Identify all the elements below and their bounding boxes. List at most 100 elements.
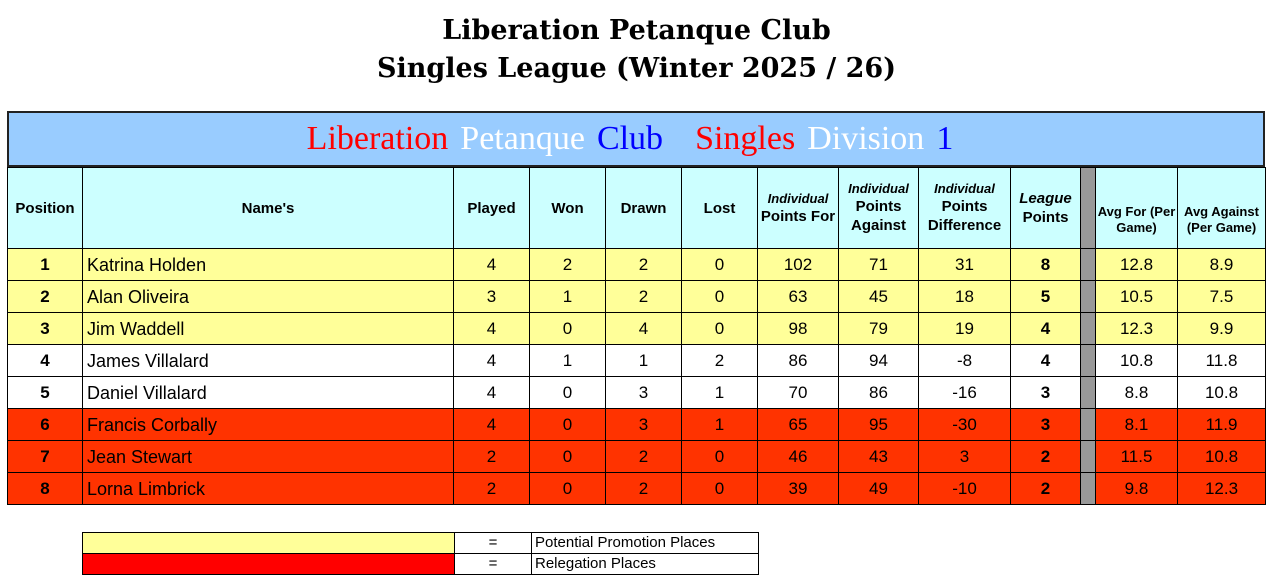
cell-name: Jean Stewart <box>82 440 454 473</box>
header-sub: League <box>1019 190 1072 207</box>
cell-lost: 1 <box>681 376 758 409</box>
legend-label: Potential Promotion Places <box>531 532 759 554</box>
banner-word: Liberation <box>306 120 449 157</box>
cell-points-difference: 3 <box>918 440 1011 473</box>
cell-won: 0 <box>529 312 606 345</box>
separator-column <box>1080 472 1096 505</box>
legend-row-relegation: = Relegation Places <box>82 553 759 575</box>
cell-points-difference: 31 <box>918 248 1011 281</box>
separator-column <box>1080 280 1096 313</box>
cell-position: 2 <box>7 280 83 313</box>
cell-name: Francis Corbally <box>82 408 454 441</box>
cell-avg-for: 11.5 <box>1095 440 1178 473</box>
cell-played: 4 <box>453 344 530 377</box>
banner-word: Petanque <box>460 120 585 157</box>
cell-won: 0 <box>529 472 606 505</box>
legend-swatch <box>82 532 455 554</box>
cell-points-difference: 19 <box>918 312 1011 345</box>
legend-label: Relegation Places <box>531 553 759 575</box>
division-banner: Liberation Petanque Club Singles Division 1 <box>7 111 1265 167</box>
cell-won: 1 <box>529 280 606 313</box>
cell-points-against: 95 <box>838 408 919 441</box>
cell-avg-against: 11.8 <box>1177 344 1266 377</box>
table-row: 6 Francis Corbally 4 0 3 1 65 95 -30 3 8.1 11.9 <box>7 408 1266 441</box>
cell-league-points: 2 <box>1010 440 1081 473</box>
cell-points-difference: -8 <box>918 344 1011 377</box>
table-row: 1 Katrina Holden 4 2 2 0 102 71 31 8 12.8 8.9 <box>7 248 1266 281</box>
cell-points-against: 45 <box>838 280 919 313</box>
cell-points-for: 65 <box>757 408 839 441</box>
cell-name: Lorna Limbrick <box>82 472 454 505</box>
cell-won: 1 <box>529 344 606 377</box>
header-drawn: Drawn <box>605 167 682 249</box>
cell-lost: 0 <box>681 312 758 345</box>
header-main: Avg Against (Per Game) <box>1184 204 1259 235</box>
cell-avg-for: 12.3 <box>1095 312 1178 345</box>
cell-drawn: 2 <box>605 472 682 505</box>
cell-position: 6 <box>7 408 83 441</box>
header-avg-against: Avg Against (Per Game) <box>1177 167 1266 249</box>
header-league-points: League Points <box>1010 167 1081 249</box>
cell-points-for: 102 <box>757 248 839 281</box>
cell-points-for: 39 <box>757 472 839 505</box>
table-row: 2 Alan Oliveira 3 1 2 0 63 45 18 5 10.5 7.5 <box>7 280 1266 313</box>
cell-avg-against: 11.9 <box>1177 408 1266 441</box>
cell-league-points: 5 <box>1010 280 1081 313</box>
cell-points-for: 63 <box>757 280 839 313</box>
table-row: 7 Jean Stewart 2 0 2 0 46 43 3 2 11.5 10.8 <box>7 440 1266 473</box>
cell-played: 2 <box>453 472 530 505</box>
cell-points-against: 49 <box>838 472 919 505</box>
cell-avg-for: 8.1 <box>1095 408 1178 441</box>
header-points-difference: Individual Points Difference <box>918 167 1011 249</box>
banner-word: Division <box>807 120 925 157</box>
cell-points-against: 71 <box>838 248 919 281</box>
cell-lost: 0 <box>681 280 758 313</box>
cell-avg-for: 9.8 <box>1095 472 1178 505</box>
header-main: Points Difference <box>927 198 1002 234</box>
table-row: 4 James Villalard 4 1 1 2 86 94 -8 4 10.8 11.8 <box>7 344 1266 377</box>
page-subtitle: Singles League (Winter 2025 / 26) <box>377 53 896 84</box>
cell-name: Jim Waddell <box>82 312 454 345</box>
cell-points-difference: -10 <box>918 472 1011 505</box>
cell-position: 8 <box>7 472 83 505</box>
header-sub: Individual <box>848 181 909 196</box>
separator-column <box>1080 312 1096 345</box>
cell-played: 4 <box>453 312 530 345</box>
cell-points-difference: -30 <box>918 408 1011 441</box>
cell-position: 4 <box>7 344 83 377</box>
separator-column <box>1080 344 1096 377</box>
cell-name: Alan Oliveira <box>82 280 454 313</box>
cell-league-points: 3 <box>1010 376 1081 409</box>
cell-points-for: 46 <box>757 440 839 473</box>
cell-league-points: 3 <box>1010 408 1081 441</box>
banner-word: Singles <box>695 120 796 157</box>
cell-played: 2 <box>453 440 530 473</box>
separator-column <box>1080 440 1096 473</box>
league-table: Position Name's Played Won Drawn Lost In… <box>7 167 1266 505</box>
cell-league-points: 4 <box>1010 312 1081 345</box>
header-row: Position Name's Played Won Drawn Lost In… <box>7 167 1266 249</box>
cell-played: 3 <box>453 280 530 313</box>
separator-column <box>1080 376 1096 409</box>
header-main: Points Against <box>850 198 906 234</box>
cell-played: 4 <box>453 248 530 281</box>
table-row: 5 Daniel Villalard 4 0 3 1 70 86 -16 3 8.8 10.8 <box>7 376 1266 409</box>
cell-drawn: 3 <box>605 408 682 441</box>
cell-points-difference: 18 <box>918 280 1011 313</box>
cell-drawn: 2 <box>605 280 682 313</box>
cell-avg-for: 10.5 <box>1095 280 1178 313</box>
cell-won: 0 <box>529 408 606 441</box>
cell-avg-against: 12.3 <box>1177 472 1266 505</box>
table-row: 8 Lorna Limbrick 2 0 2 0 39 49 -10 2 9.8 12.3 <box>7 472 1266 505</box>
cell-won: 0 <box>529 376 606 409</box>
cell-lost: 1 <box>681 408 758 441</box>
header-points-against: Individual Points Against <box>838 167 919 249</box>
header-main: Avg For (Per Game) <box>1097 204 1176 235</box>
cell-won: 2 <box>529 248 606 281</box>
cell-avg-for: 10.8 <box>1095 344 1178 377</box>
banner-word: Club <box>596 120 664 157</box>
header-sub: Individual <box>934 181 995 196</box>
header-main: Points <box>1022 209 1069 226</box>
page-title: Liberation Petanque Club <box>442 15 831 46</box>
cell-avg-against: 9.9 <box>1177 312 1266 345</box>
